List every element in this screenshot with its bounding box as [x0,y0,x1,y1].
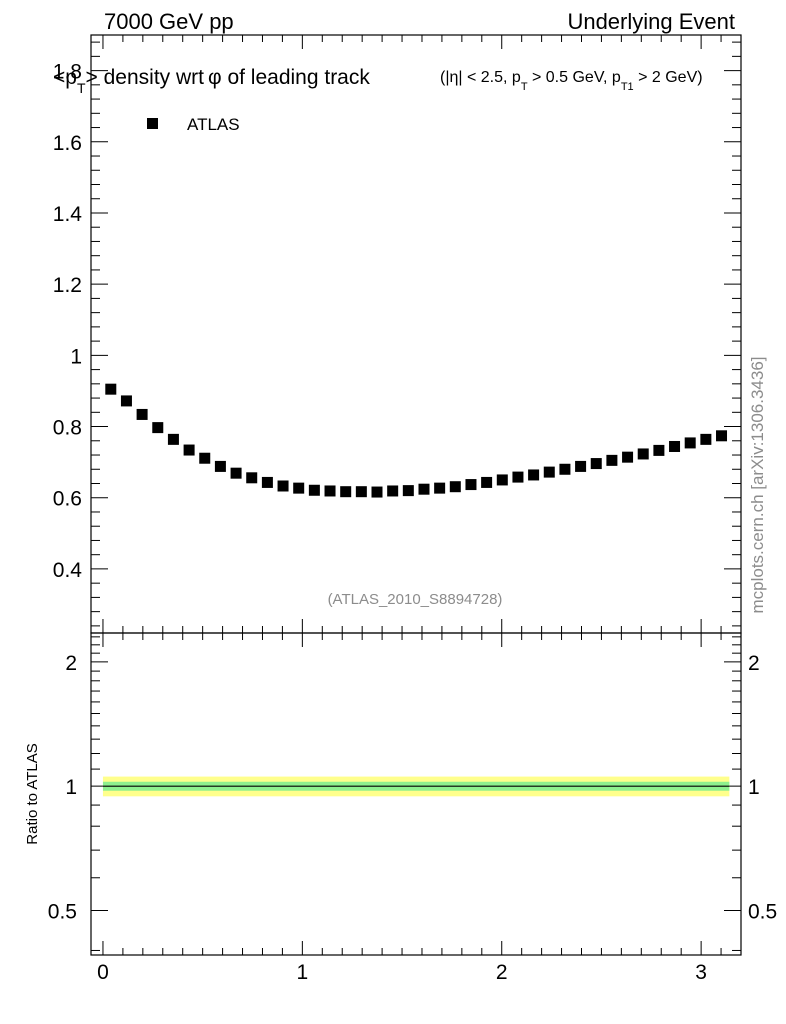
data-point [120,395,132,407]
data-point [277,480,289,492]
main-y-tick-labels: 0.4 0.6 0.8 1 1.2 1.4 1.6 1.8 [53,61,83,582]
data-point [543,466,555,478]
data-point [418,483,430,495]
data-point [355,486,367,498]
side-watermark: mcplots.cern.ch [arXiv:1306.3436] [748,356,767,613]
data-point [575,460,587,472]
plot-title: <pT> density wrt φ of leading track [53,66,370,96]
ratio-y-tick-label-right: 2 [748,652,760,675]
x-tick-label: 3 [695,961,707,984]
data-point [512,471,524,483]
main-y-tick-label: 0.4 [53,559,83,582]
main-y-tick-label: 1.2 [53,274,82,297]
main-y-tick-label: 0.6 [53,488,82,511]
data-point [606,454,618,466]
data-point [340,486,352,498]
x-tick-label: 2 [496,961,508,984]
data-point [152,422,164,434]
ratio-y-tick-labels: 0.5 0.5 1 1 2 2 [48,652,777,924]
data-point [230,467,242,479]
data-point [590,458,602,470]
data-point [246,472,258,484]
data-point [637,448,649,460]
x-tick-labels: 0 1 2 3 [97,961,707,984]
data-point [402,485,414,497]
analysis-id: (ATLAS_2010_S8894728) [328,591,503,608]
data-point [684,437,696,449]
data-point [716,430,728,442]
data-point [293,482,305,494]
data-point [559,463,571,475]
main-y-tick-label: 1.8 [53,61,82,84]
x-tick-label: 1 [297,961,309,984]
data-point [653,444,665,456]
legend-label: ATLAS [187,115,240,134]
data-point [622,451,634,463]
main-y-tick-label: 0.8 [53,417,82,440]
ratio-y-tick-label-right: 0.5 [748,900,777,923]
data-point [465,479,477,491]
data-point [105,383,117,395]
data-point [481,476,493,488]
ratio-y-tick-label-left: 0.5 [48,900,77,923]
atlas-data-markers [105,383,728,498]
data-point [261,476,273,488]
ratio-plot-frame [90,632,742,956]
header-left: 7000 GeV pp [104,9,234,34]
legend-marker [147,118,158,129]
data-point [136,408,148,420]
data-point [669,440,681,452]
ratio-y-tick-label-left: 2 [65,652,77,675]
main-axis-ticks [91,35,741,633]
data-point [434,482,446,494]
data-point [214,460,226,472]
data-point [308,484,320,496]
main-y-tick-label: 1.4 [53,203,83,226]
data-point [496,474,508,486]
main-y-tick-label: 1 [70,345,82,368]
ratio-y-tick-label-right: 1 [748,776,760,799]
data-point [167,433,179,445]
data-point [183,444,195,456]
data-point [387,485,399,497]
ratio-y-axis-label: Ratio to ATLAS [24,743,41,844]
plot-cuts: (|η| < 2.5, pT > 0.5 GeV, pT1 > 2 GeV) [440,69,703,93]
data-point [371,486,383,498]
data-point [199,452,211,464]
header-right: Underlying Event [567,9,735,34]
x-tick-label: 0 [97,961,109,984]
ratio-y-tick-label-left: 1 [65,776,77,799]
data-point [449,481,461,493]
data-point [528,469,540,481]
ratio-axis-ticks [91,633,741,955]
data-point [324,485,336,497]
main-y-tick-label: 1.6 [53,132,82,155]
data-point [700,433,712,445]
